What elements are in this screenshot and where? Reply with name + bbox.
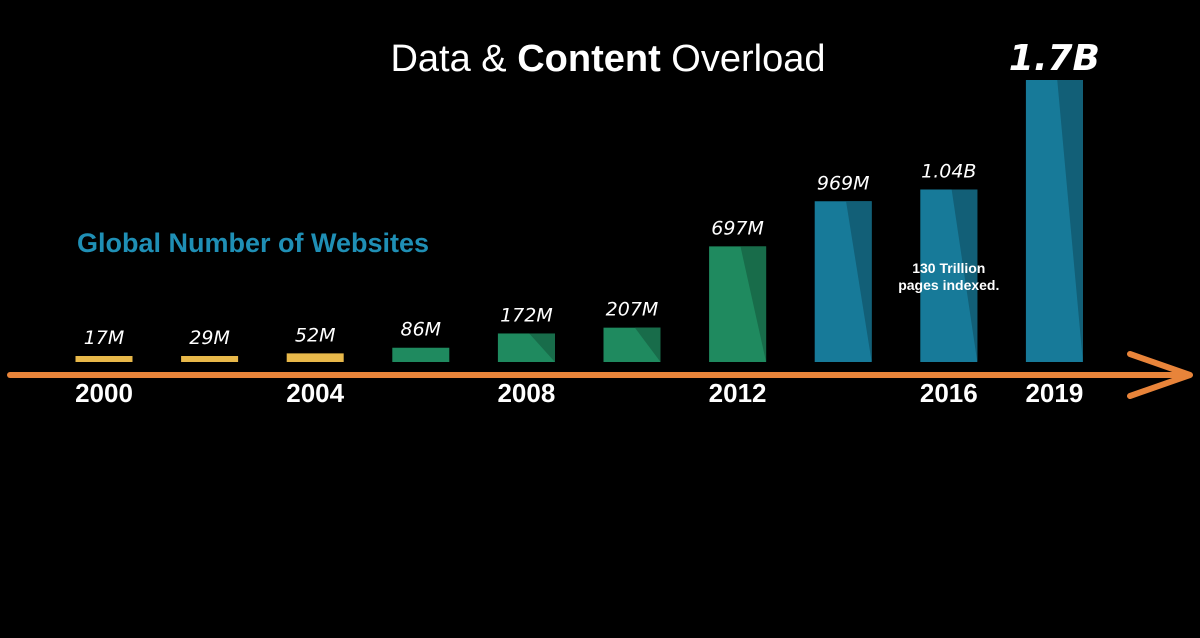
x-axis-arrowhead bbox=[1127, 351, 1193, 399]
bar-2010 bbox=[603, 327, 661, 362]
value-label-2004: 52M bbox=[295, 324, 336, 346]
bar-2012 bbox=[709, 246, 767, 362]
x-axis bbox=[7, 351, 1193, 399]
annotation-line2: pages indexed. bbox=[898, 277, 999, 293]
bar-fill bbox=[75, 356, 133, 362]
bar-shade bbox=[814, 201, 872, 362]
value-label-group: 17M 29M 52M 86M 172M 207M 697M 969M 1.04B 1.7B bbox=[84, 38, 1100, 349]
x-tick-label-2000: 2000 bbox=[75, 378, 133, 408]
bar-shade bbox=[709, 246, 767, 362]
bar-shade bbox=[603, 327, 661, 362]
bar-2016 bbox=[920, 189, 978, 362]
x-tick-label-2019: 2019 bbox=[1025, 378, 1083, 408]
bar-2000 bbox=[75, 356, 133, 362]
bar-shade bbox=[497, 333, 555, 362]
value-label-2014: 969M bbox=[817, 172, 870, 194]
bar-fill bbox=[181, 356, 239, 362]
bar-2002 bbox=[181, 356, 239, 362]
x-tick-label-group: 2000 2004 2008 2012 2016 2019 bbox=[75, 378, 1083, 408]
value-label-2012: 697M bbox=[711, 217, 764, 239]
chart-title-part1: Data & bbox=[390, 38, 517, 80]
value-label-2019: 1.7B bbox=[1009, 38, 1100, 79]
bar-shade bbox=[920, 189, 978, 362]
chart-title: Data & Content Overload bbox=[390, 38, 825, 80]
value-label-2002: 29M bbox=[189, 327, 230, 349]
x-tick-label-2008: 2008 bbox=[497, 378, 555, 408]
bar-shade bbox=[1025, 80, 1083, 362]
chart-subtitle: Global Number of Websites bbox=[77, 228, 429, 258]
x-tick-label-2012: 2012 bbox=[709, 378, 767, 408]
bar-2004 bbox=[286, 353, 344, 362]
chart-title-part3: Overload bbox=[661, 38, 826, 80]
x-tick-label-2016: 2016 bbox=[920, 378, 978, 408]
x-tick-label-2004: 2004 bbox=[286, 378, 344, 408]
annotation-line1: 130 Trillion bbox=[912, 260, 985, 276]
bar-2019 bbox=[1025, 80, 1083, 362]
value-label-2008: 172M bbox=[500, 304, 553, 326]
bar-2006 bbox=[392, 347, 450, 362]
bar-2008 bbox=[497, 333, 555, 362]
bar-fill bbox=[392, 347, 450, 362]
chart-title-part2: Content bbox=[517, 38, 661, 80]
bar-fill bbox=[286, 353, 344, 362]
value-label-2000: 17M bbox=[84, 327, 125, 349]
value-label-2016: 1.04B bbox=[921, 160, 976, 182]
value-label-2006: 86M bbox=[401, 319, 442, 341]
bar-group bbox=[75, 80, 1083, 362]
value-label-2010: 207M bbox=[606, 299, 659, 321]
bar-2014 bbox=[814, 201, 872, 362]
